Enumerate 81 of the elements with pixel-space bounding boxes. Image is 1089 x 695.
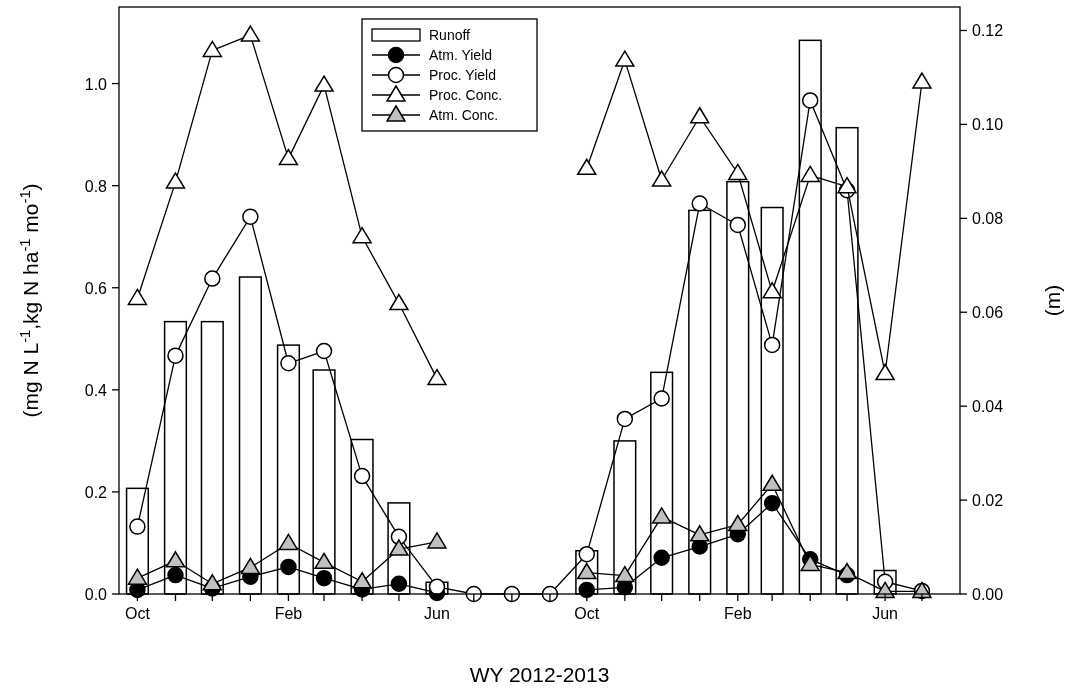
y2-tick-label: 0.02 [972,492,1004,510]
point [800,165,820,183]
point [427,532,447,549]
point [315,569,333,587]
y-tick-label: 0.6 [84,279,108,297]
point [651,507,672,524]
point [280,558,297,576]
point [651,170,672,187]
point [314,552,334,570]
point [129,518,146,535]
point [202,574,223,591]
x-tick-label: Oct [124,605,151,622]
legend-label: Atm. Yield [429,47,493,63]
point [352,226,372,244]
point [837,176,857,194]
point [280,355,297,372]
y2-tick-label: 0.08 [972,210,1004,228]
x-tick-label: Jun [424,605,450,622]
point [653,549,670,567]
y2-axis-title: (m) [1041,284,1064,317]
point [389,293,409,311]
point [352,572,372,589]
point [615,50,635,67]
point [314,75,334,92]
legend-label: Atm. Conc. [429,107,499,123]
point [242,208,259,226]
x-tick-label: Feb [274,605,303,622]
point [167,566,184,584]
y-tick-label: 0.2 [84,483,108,501]
point [240,557,261,575]
point [615,565,635,583]
point [875,363,895,381]
point [390,575,408,593]
point [127,288,148,306]
x-axis-title: WY 2012-2013 [469,663,610,686]
point [762,282,782,299]
point [729,216,747,234]
point [653,390,670,407]
point [165,551,186,568]
legend-label: Runoff [429,27,471,43]
y2-tick-label: 0.10 [972,116,1004,134]
point [127,568,148,585]
point [763,494,781,512]
point [801,92,819,109]
y2-tick-label: 0.04 [972,398,1004,416]
y-tick-label: 0.4 [84,381,108,399]
x-tick-label: Jun [872,605,899,622]
point [912,72,932,89]
y2-tick-label: 0.12 [972,22,1004,40]
point [204,270,221,287]
point [689,106,710,124]
point [763,336,781,354]
point [837,562,857,580]
legend-label: Proc. Conc. [429,87,503,103]
point [278,533,299,551]
point [577,158,597,176]
point [762,474,782,492]
point [389,539,409,556]
point [202,40,223,58]
point [167,347,184,364]
point [278,148,299,166]
point [427,368,447,386]
y2-tick-label: 0.00 [972,586,1004,603]
x-tick-label: Oct [574,605,600,622]
y-tick-label: 1.0 [84,75,108,93]
y2-tick-label: 0.06 [972,304,1004,322]
y-tick-label: 0.0 [84,586,108,603]
point [691,195,708,212]
x-tick-label: Feb [723,605,752,622]
point [616,410,634,428]
point [728,163,748,181]
point [578,545,596,563]
y-tick-label: 0.8 [84,177,108,195]
point [165,172,186,189]
point [353,467,371,485]
point [315,342,333,360]
point [240,25,261,42]
point [800,554,820,572]
point [689,525,710,542]
legend-label: Proc. Yield [429,67,496,83]
point [728,514,748,532]
